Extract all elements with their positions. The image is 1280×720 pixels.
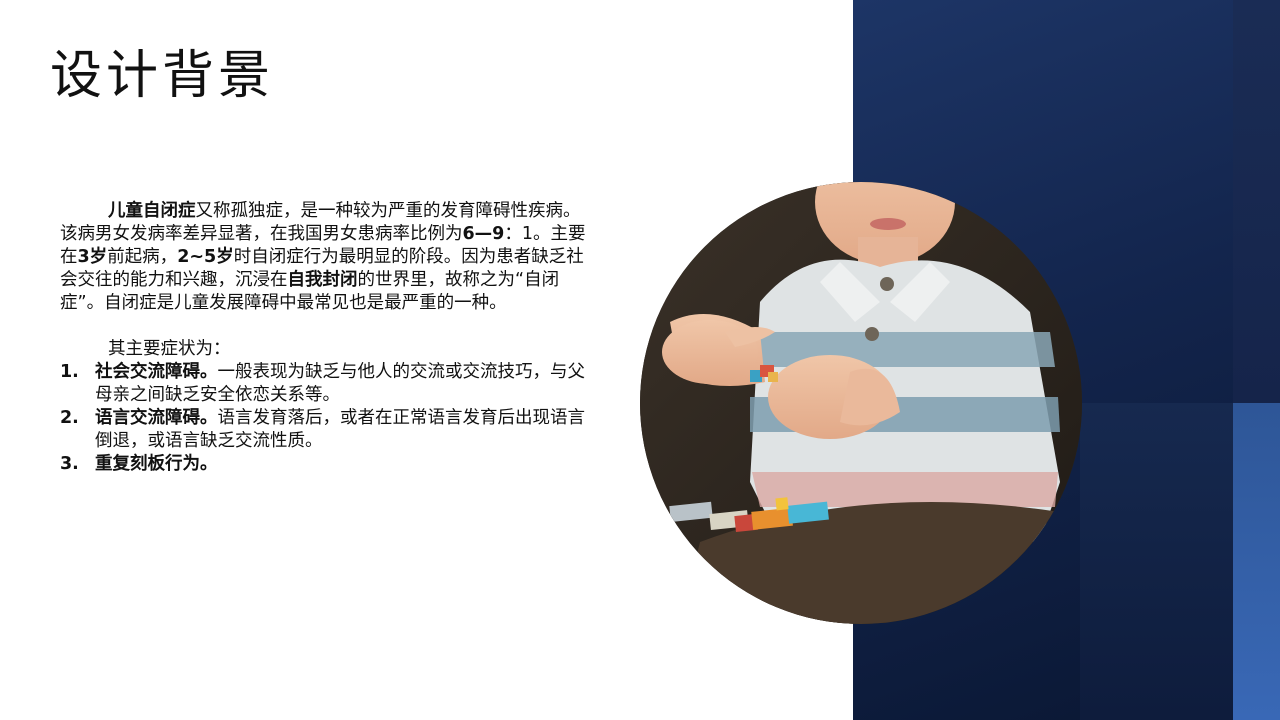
symptom-heading: 语言交流障碍。 [95, 408, 218, 428]
child-playing-photo [640, 182, 1082, 624]
list-item: 2. 语言交流障碍。语言发育落后，或者在正常语言发育后出现语言倒退，或语言缺乏交流… [60, 407, 590, 453]
symptoms-list: 1. 社会交流障碍。一般表现为缺乏与他人的交流或交流技巧，与父母亲之间缺乏安全依恋… [60, 361, 590, 476]
symptom-text: 语言发育落后，或者在正常语言发育后出现语言倒退，或语言缺乏交流性质。 [95, 408, 585, 451]
list-item: 1. 社会交流障碍。一般表现为缺乏与他人的交流或交流技巧，与父母亲之间缺乏安全依恋… [60, 361, 590, 407]
bold-term: 6—9 [462, 224, 505, 244]
body-text: 儿童自闭症又称孤独症，是一种较为严重的发育障碍性疾病。该病男女发病率差异显著，在… [60, 200, 590, 476]
bold-term: 自我封闭 [287, 270, 358, 290]
text-run: 又称孤独症，是一种较为严重的发育障碍性疾病。该病男女发病率差异显著，在我国男女患… [60, 201, 581, 244]
bold-term: 儿童自闭症 [108, 201, 196, 221]
slide-title: 设计背景 [50, 46, 275, 106]
bold-term: 2~5岁 [177, 247, 234, 267]
text-run: ：1。主要在 [60, 224, 586, 267]
intro-paragraph: 儿童自闭症又称孤独症，是一种较为严重的发育障碍性疾病。该病男女发病率差异显著，在… [60, 200, 590, 315]
photo-illustration [640, 182, 1082, 624]
list-item: 3. 重复刻板行为。 [60, 453, 590, 476]
text-run: 的世界里，故称之为“自闭症”。自闭症是儿童发展障碍中最常见也是最严重的一种。 [60, 270, 560, 313]
decorative-strip-top [1233, 0, 1280, 403]
symptom-heading: 社会交流障碍。 [95, 362, 218, 382]
symptom-heading: 重复刻板行为。 [95, 454, 218, 474]
text-run: 时自闭症行为最明显的阶段。因为患者缺乏社会交往的能力和兴趣，沉浸在 [60, 247, 584, 290]
text-run: 前起病， [107, 247, 178, 267]
decorative-block [1080, 403, 1233, 720]
list-number: 3. [60, 454, 79, 474]
symptoms-intro: 其主要症状为： [108, 339, 231, 359]
bold-term: 3岁 [77, 247, 108, 267]
symptom-text: 一般表现为缺乏与他人的交流或交流技巧，与父母亲之间缺乏安全依恋关系等。 [95, 362, 585, 405]
list-number: 2. [60, 408, 79, 428]
decorative-strip-bottom [1233, 403, 1280, 720]
list-number: 1. [60, 362, 79, 382]
